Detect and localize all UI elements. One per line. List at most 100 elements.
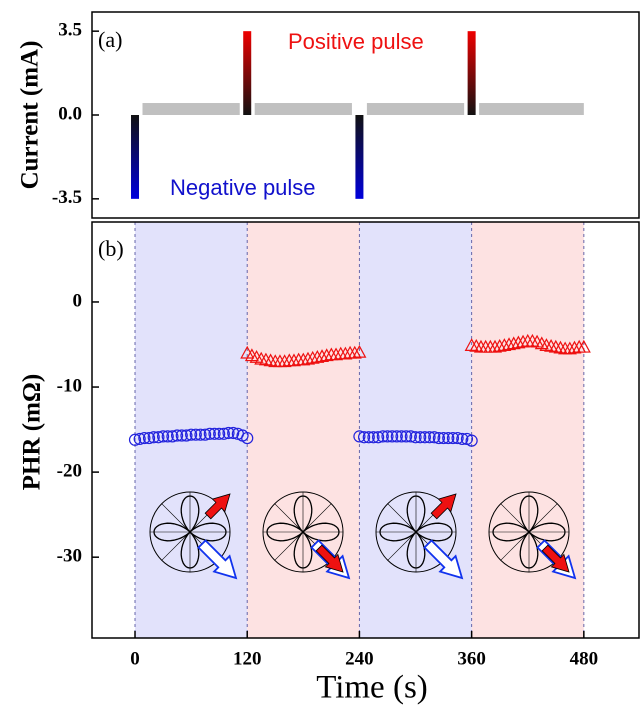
marker	[300, 351, 316, 365]
inset-lobes	[153, 495, 227, 569]
marker	[213, 427, 226, 440]
baseline-bar	[142, 103, 240, 115]
marker	[539, 338, 554, 351]
marker	[357, 431, 371, 444]
marker	[576, 339, 591, 353]
marker	[386, 430, 399, 443]
y-tick-label: -3.5	[52, 187, 82, 208]
x-tick-label: 120	[233, 648, 262, 669]
pulse	[467, 31, 476, 116]
marker	[376, 430, 389, 443]
inset-arrow	[315, 544, 344, 573]
panel-label: (a)	[98, 27, 122, 52]
inset-spoke	[161, 531, 191, 561]
marker	[544, 338, 559, 352]
x-axis-label: Time (s)	[316, 670, 428, 706]
inset-spoke	[500, 503, 530, 533]
x-tick-label: 240	[345, 648, 374, 669]
inset-spoke	[387, 531, 417, 561]
marker	[185, 428, 198, 441]
x-tick-label: 0	[130, 648, 140, 669]
marker	[464, 338, 479, 351]
marker	[353, 430, 366, 443]
marker	[367, 431, 380, 444]
marker	[428, 431, 441, 444]
marker	[338, 346, 353, 360]
inset-spoke	[274, 503, 304, 533]
inset-lobes	[379, 495, 453, 569]
marker	[497, 338, 512, 351]
marker	[189, 428, 202, 441]
marker	[138, 431, 151, 445]
marker	[465, 434, 478, 447]
y-tick-label: 0.0	[58, 103, 82, 124]
marker	[310, 350, 325, 363]
marker	[133, 432, 146, 446]
y-tick-label: -30	[57, 546, 82, 567]
marker	[277, 354, 292, 368]
marker	[451, 431, 464, 445]
marker	[347, 345, 362, 359]
inset-arrow	[204, 493, 231, 520]
marker	[208, 427, 221, 440]
marker	[203, 427, 216, 440]
inset-lobes	[266, 495, 340, 569]
marker	[152, 431, 165, 444]
y-axis-label: Current (mA)	[17, 41, 44, 190]
pulse	[355, 115, 364, 199]
inset-arrow	[541, 544, 570, 573]
pulse	[131, 115, 140, 199]
inset-spoke	[528, 503, 558, 533]
marker	[446, 431, 460, 445]
marker	[548, 339, 563, 353]
marker	[562, 341, 577, 355]
marker	[469, 338, 484, 352]
panel-label: (b)	[98, 236, 124, 261]
x-tick-label: 360	[457, 648, 486, 669]
marker	[217, 427, 230, 440]
marker	[437, 431, 450, 445]
baseline-bar	[366, 103, 465, 115]
marker	[319, 348, 334, 362]
marker	[525, 333, 540, 347]
marker	[258, 352, 273, 366]
marker	[315, 349, 330, 363]
marker	[390, 430, 403, 443]
annotation: Positive pulse	[288, 29, 424, 54]
inset-spoke	[161, 503, 191, 533]
annotation: Negative pulse	[170, 175, 316, 200]
marker	[487, 339, 503, 353]
y-tick-label: -10	[57, 375, 82, 396]
marker	[511, 335, 526, 349]
marker	[442, 431, 455, 445]
inset-arrow	[430, 493, 457, 520]
marker	[409, 431, 422, 444]
marker	[254, 351, 269, 365]
marker	[516, 334, 531, 348]
marker	[180, 429, 193, 442]
marker	[286, 353, 301, 367]
baseline-bar	[479, 103, 584, 115]
marker	[241, 431, 254, 445]
inset-spoke	[500, 531, 530, 561]
marker	[492, 338, 507, 352]
marker	[161, 430, 174, 443]
marker	[175, 429, 188, 442]
marker	[296, 352, 311, 366]
marker	[423, 431, 436, 444]
marker	[227, 426, 240, 440]
marker	[400, 430, 413, 443]
pulse	[243, 31, 252, 116]
y-axis-label: PHR (mΩ)	[19, 374, 46, 491]
marker	[414, 431, 427, 444]
marker	[404, 430, 417, 443]
inset-arrow	[197, 539, 238, 580]
inset-spoke	[302, 503, 332, 533]
marker	[156, 430, 170, 443]
marker	[170, 429, 184, 442]
marker	[395, 430, 408, 443]
x-tick-label: 480	[570, 648, 599, 669]
marker	[381, 430, 394, 443]
y-tick-label: 3.5	[58, 20, 82, 41]
